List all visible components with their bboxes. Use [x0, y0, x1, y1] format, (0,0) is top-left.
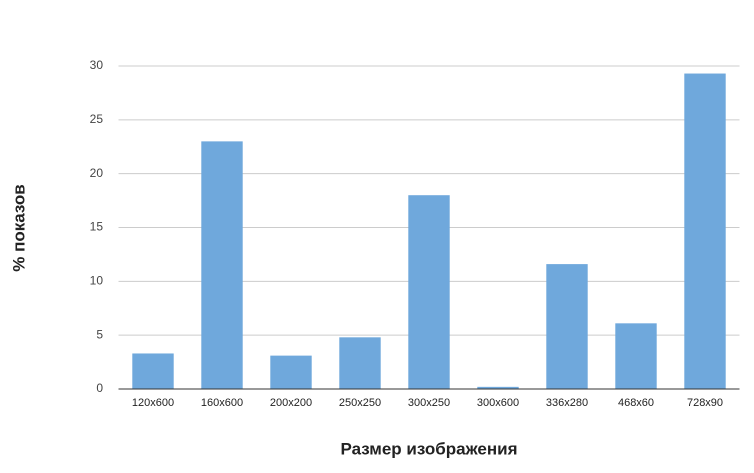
y-tick-label: 20 [90, 166, 104, 180]
bar [201, 141, 243, 389]
bar [270, 355, 312, 389]
x-tick-label: 200x200 [270, 397, 312, 409]
y-tick-label: 25 [90, 112, 104, 126]
bar [684, 73, 726, 389]
y-tick-label: 30 [90, 58, 104, 72]
bar [132, 353, 174, 389]
x-tick-label: 160x600 [201, 397, 243, 409]
bar [477, 386, 519, 389]
x-tick-label: 300x250 [408, 397, 450, 409]
bar [339, 337, 381, 389]
x-tick-label: 250x250 [339, 397, 381, 409]
y-tick-label: 5 [96, 327, 103, 341]
x-tick-label: 468x60 [618, 397, 654, 409]
y-tick-label: 0 [96, 381, 103, 395]
bar [546, 264, 588, 389]
bar [408, 195, 450, 389]
x-tick-label: 336x280 [546, 397, 588, 409]
x-tick-label: 300x600 [477, 397, 519, 409]
bar [615, 323, 657, 389]
y-axis-title: % показов [9, 184, 28, 272]
y-tick-label: 10 [90, 274, 104, 288]
x-tick-label: 728x90 [687, 397, 723, 409]
y-tick-label: 15 [90, 220, 104, 234]
x-tick-label: 120x600 [132, 397, 174, 409]
x-axis-title: Размер изображения [340, 439, 517, 458]
